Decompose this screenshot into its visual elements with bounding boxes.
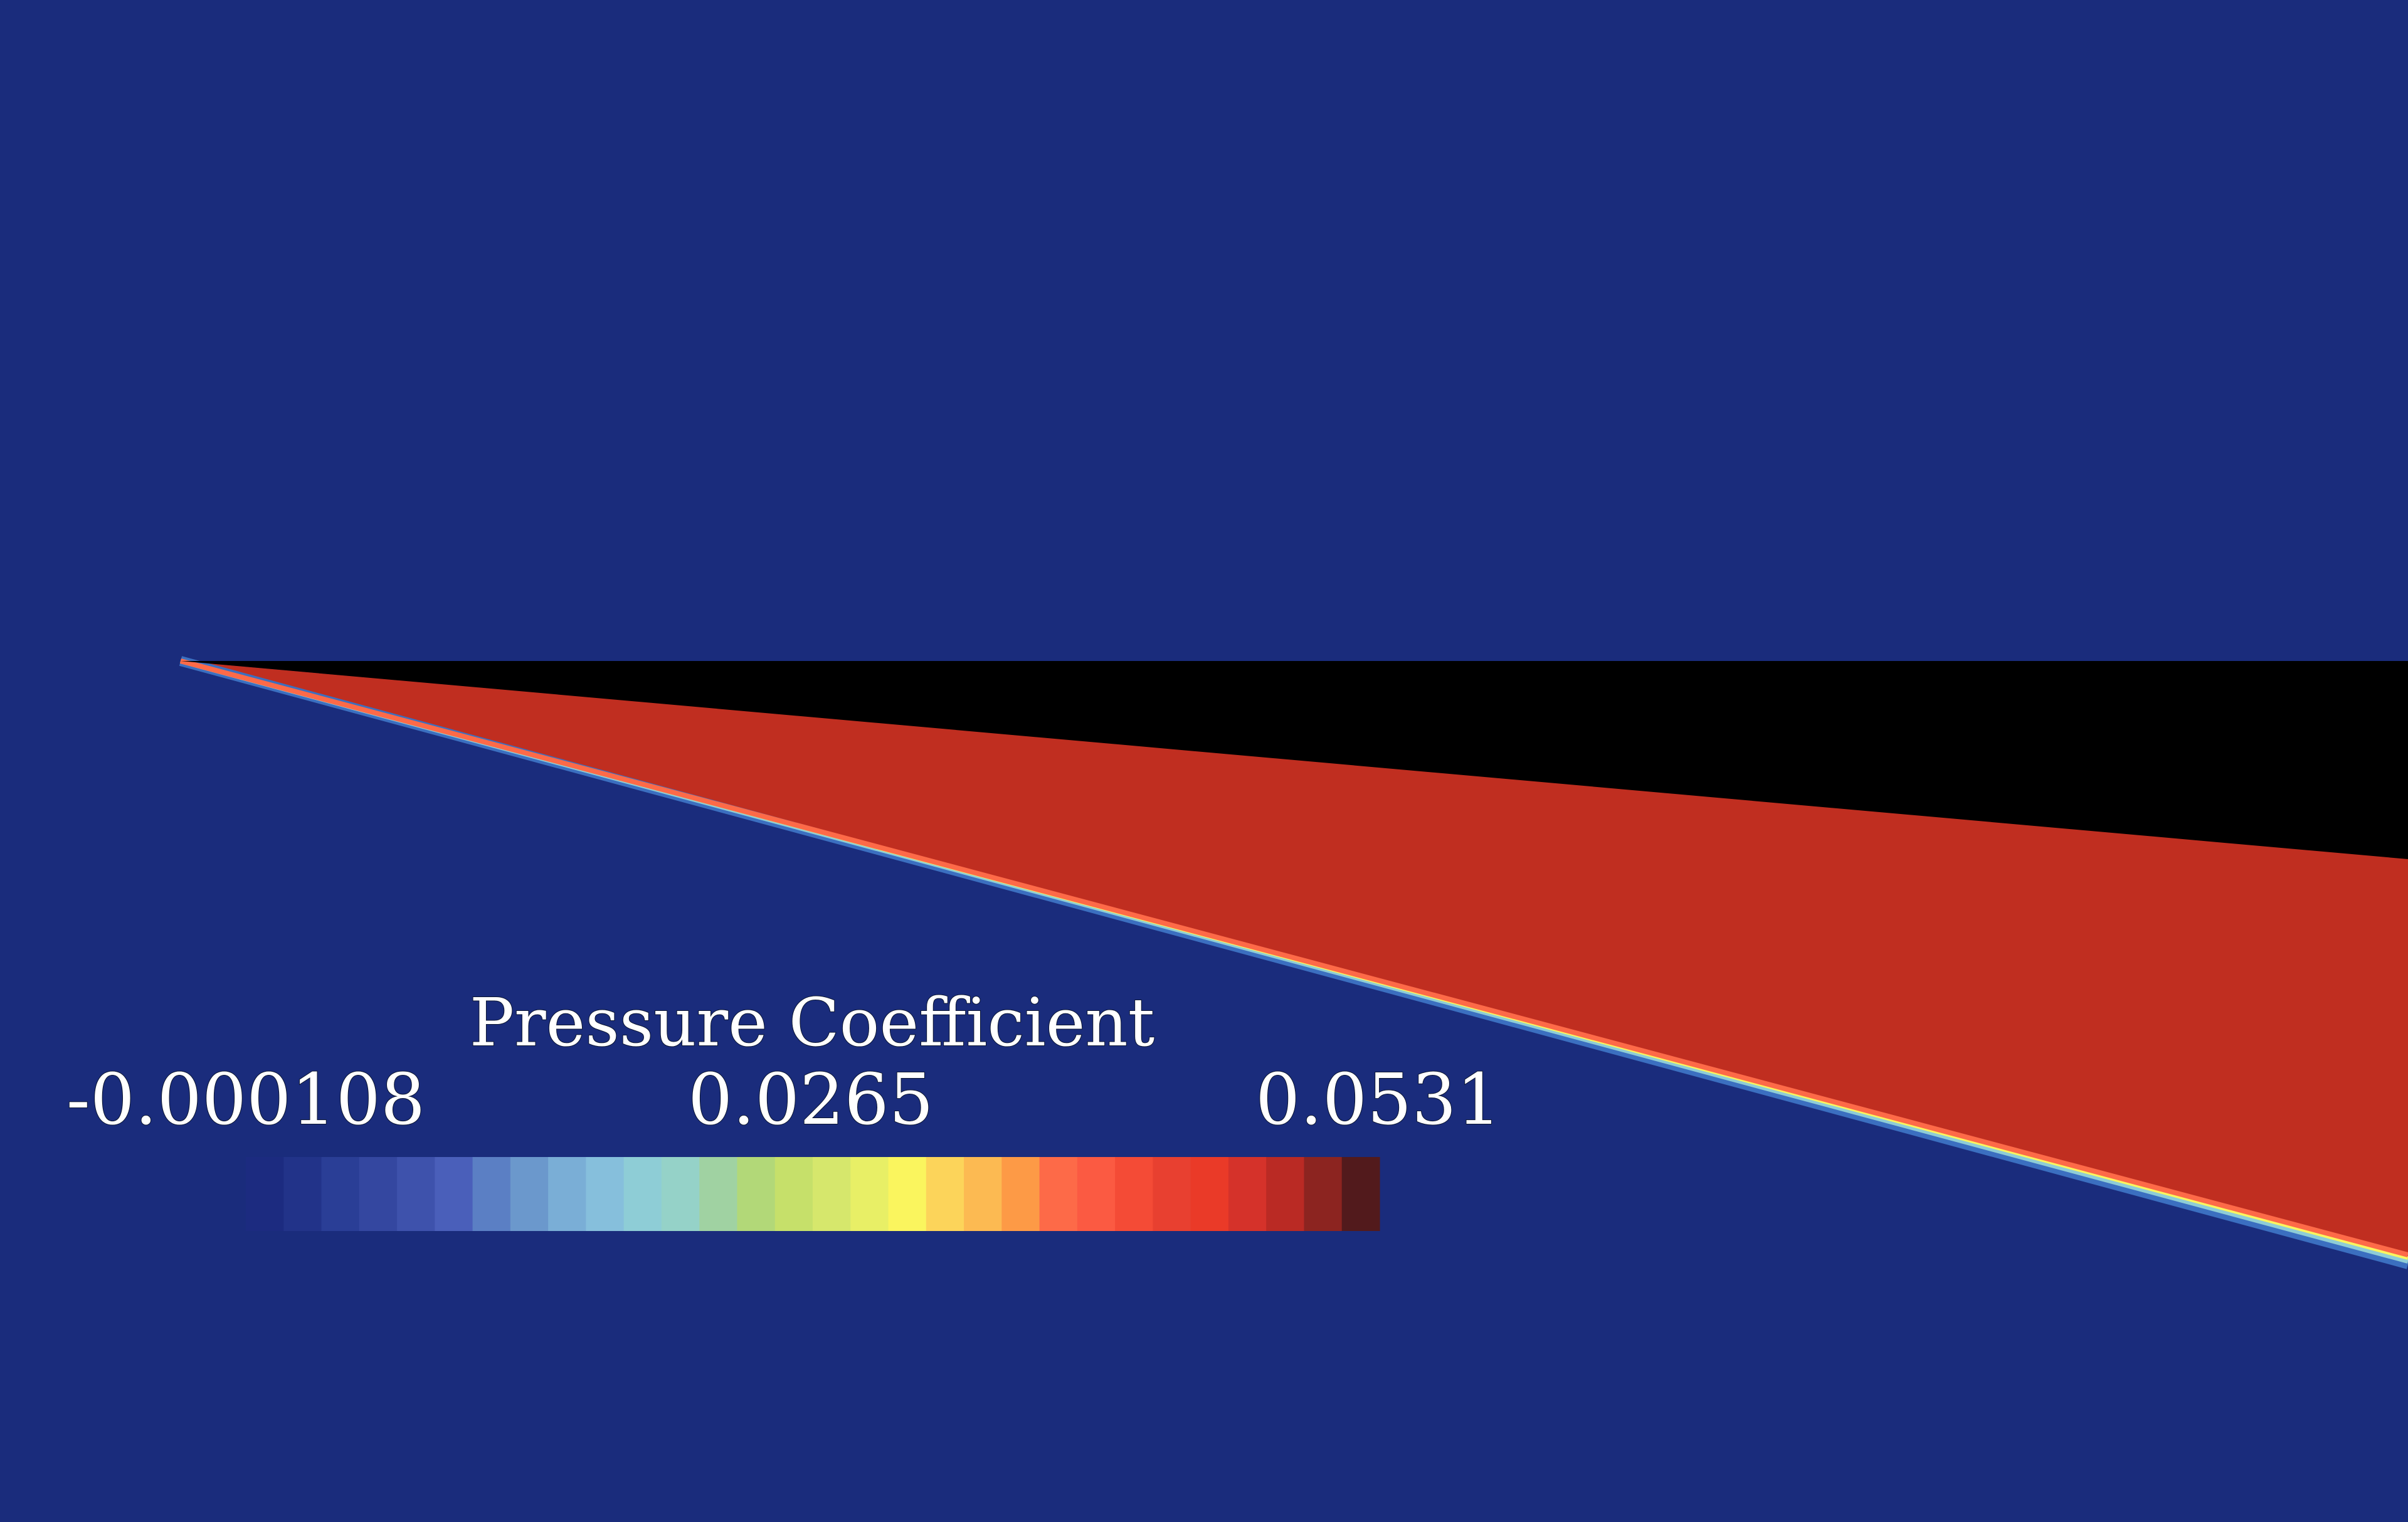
shock-front-band-orange — [179, 658, 2408, 1257]
legend-max-label: 0.0531 — [1255, 1059, 1501, 1141]
colorbar-swatch — [1039, 1157, 1078, 1231]
colorbar-swatch — [623, 1157, 662, 1231]
colorbar-swatch — [359, 1157, 398, 1231]
legend-mid-label: 0.0265 — [688, 1059, 934, 1141]
colorbar-swatch — [774, 1157, 813, 1231]
colorbar-swatch — [737, 1157, 776, 1231]
legend-title: Pressure Coefficient — [470, 984, 1155, 1061]
colorbar-swatch — [964, 1157, 1002, 1231]
colorbar-swatch — [321, 1157, 360, 1231]
colorbar-swatch — [1304, 1157, 1343, 1231]
colorbar-swatch — [435, 1157, 473, 1231]
color-legend: Pressure Coefficient -0.000108 0.0265 0.… — [66, 983, 1502, 1231]
colorbar-swatch — [813, 1157, 851, 1231]
colorbar-swatch — [1190, 1157, 1229, 1231]
colorbar-swatch — [586, 1157, 625, 1231]
colorbar-swatch — [1153, 1157, 1191, 1231]
colorbar-swatch — [246, 1157, 284, 1231]
colorbar-swatch — [1341, 1157, 1380, 1231]
colorbar-swatch — [548, 1157, 586, 1231]
colorbar-swatch — [1115, 1157, 1153, 1231]
colorbar-swatch — [1077, 1157, 1116, 1231]
colorbar-swatch — [1001, 1157, 1040, 1231]
colorbar-swatch — [699, 1157, 738, 1231]
colorbar-swatch — [397, 1157, 435, 1231]
colorbar — [246, 1157, 1380, 1231]
colorbar-swatch — [926, 1157, 964, 1231]
colorbar-swatch — [472, 1157, 511, 1231]
colorbar-swatch — [1228, 1157, 1267, 1231]
colorbar-swatch — [510, 1157, 549, 1231]
colorbar-swatch — [850, 1157, 889, 1231]
colorbar-swatch — [661, 1157, 700, 1231]
solid-body — [181, 661, 2408, 859]
colorbar-swatch — [1266, 1157, 1305, 1231]
colorbar-swatch — [888, 1157, 927, 1231]
colorbar-swatch — [283, 1157, 322, 1231]
legend-min-label: -0.000108 — [66, 1059, 425, 1141]
